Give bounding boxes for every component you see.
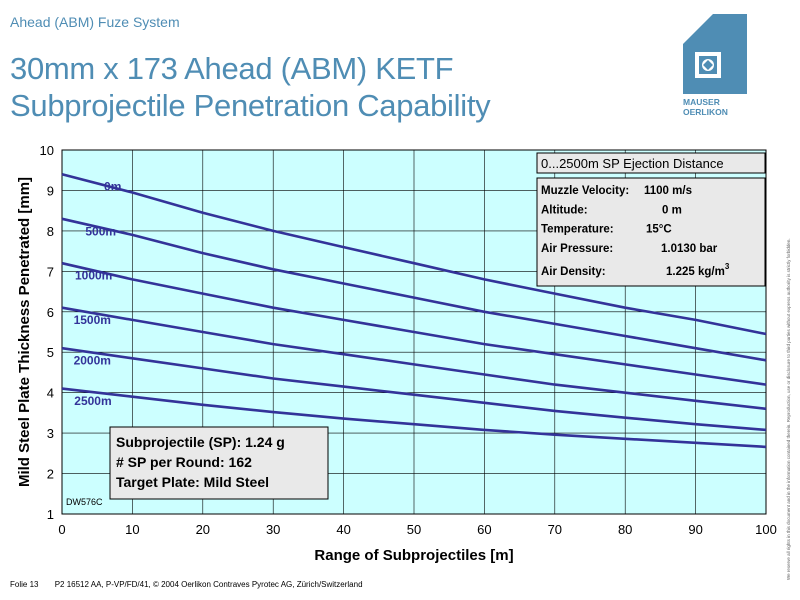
y-tick-label: 4 — [47, 386, 54, 401]
series-line-1500m — [61, 306, 767, 411]
penetration-chart: 0 10 20 30 40 50 60 70 80 90 100 1 2 3 4 5 6 7 8 9 10 Range o… — [16, 143, 777, 564]
x-tick-label: 0 — [58, 522, 65, 537]
x-axis-label: Range of Subprojectiles [m] — [314, 547, 513, 564]
condition-label: Muzzle Velocity: — [541, 185, 629, 197]
logo-text-line2: OERLIKON — [683, 107, 728, 117]
condition-value: 1.0130 bar — [661, 243, 718, 255]
page-title: 30mm x 173 Ahead (ABM) KETF Subprojectil… — [10, 50, 491, 124]
footer-folio: Folie 13 — [10, 580, 39, 589]
series-label-1500m: 1500m — [74, 313, 111, 327]
x-tick-label: 10 — [125, 522, 139, 537]
condition-label: Temperature: — [541, 224, 614, 236]
y-tick-label: 3 — [47, 426, 54, 441]
side-legal-note: We reserve all rights in this document a… — [786, 200, 794, 580]
series-label-0m: 0m — [104, 179, 121, 193]
series-line-2500m — [61, 387, 767, 449]
condition-label: Air Pressure: — [541, 243, 613, 255]
y-tick-label: 2 — [47, 467, 54, 482]
footer: Folie 13 P2 16512 AA, P-VP/FD/41, © 2004… — [10, 580, 377, 589]
series-line-1000m — [61, 261, 767, 386]
series-line-0m — [61, 173, 767, 336]
chart-code-label: DW576C — [66, 497, 103, 507]
y-tick-label: 8 — [47, 224, 54, 239]
logo-text: MAUSER OERLIKON — [683, 97, 728, 117]
x-tick-label: 40 — [336, 522, 350, 537]
info-box-line: Target Plate: Mild Steel — [116, 474, 269, 490]
condition-value-superscript: 3 — [725, 262, 730, 271]
series-line-2000m — [61, 346, 767, 432]
series-label-2000m: 2000m — [74, 353, 111, 367]
condition-label: Air Density: — [541, 266, 606, 278]
side-legal-note-text: We reserve all rights in this document a… — [786, 238, 791, 580]
condition-value: 0 m — [662, 204, 682, 216]
condition-value: 1.225 kg/m3 — [666, 262, 730, 278]
y-tick-label: 10 — [40, 143, 54, 158]
x-tick-label: 70 — [548, 522, 562, 537]
y-tick-label: 1 — [47, 507, 54, 522]
y-tick-label: 7 — [47, 264, 54, 279]
x-tick-label: 100 — [755, 522, 777, 537]
condition-label: Altitude: — [541, 204, 588, 216]
info-box — [109, 426, 329, 500]
conditions-box — [536, 177, 766, 287]
mauser-oerlikon-logo — [683, 14, 747, 94]
title-line-1: 30mm x 173 Ahead (ABM) KETF — [10, 51, 454, 86]
condition-value: 1100 m/s — [644, 185, 692, 197]
info-box-line: Subprojectile (SP): 1.24 g — [116, 434, 285, 450]
logo-text-line1: MAUSER — [683, 97, 720, 107]
y-tick-label: 9 — [47, 183, 54, 198]
y-tick-label: 5 — [47, 345, 54, 360]
header-small-title: Ahead (ABM) Fuze System — [10, 14, 180, 30]
x-tick-label: 50 — [407, 522, 421, 537]
info-box-line: # SP per Round: 162 — [116, 454, 252, 470]
series-label-2500m: 2500m — [74, 394, 111, 408]
x-tick-label: 80 — [618, 522, 632, 537]
ejection-distance-box — [536, 152, 766, 174]
series-label-500m: 500m — [85, 225, 116, 239]
x-tick-label: 20 — [196, 522, 210, 537]
x-tick-label: 60 — [477, 522, 491, 537]
ejection-distance-text: 0...2500m SP Ejection Distance — [541, 156, 724, 171]
series-label-1000m: 1000m — [75, 268, 112, 282]
footer-reference: P2 16512 AA, P-VP/FD/41, © 2004 Oerlikon… — [54, 580, 363, 589]
title-line-2: Subprojectile Penetration Capability — [10, 88, 491, 123]
condition-value: 15°C — [646, 224, 672, 236]
x-tick-label: 90 — [688, 522, 702, 537]
series-line-500m — [61, 217, 767, 362]
x-tick-label: 30 — [266, 522, 280, 537]
y-tick-label: 6 — [47, 305, 54, 320]
y-axis-label: Mild Steel Plate Thickness Penetrated [m… — [16, 177, 33, 487]
